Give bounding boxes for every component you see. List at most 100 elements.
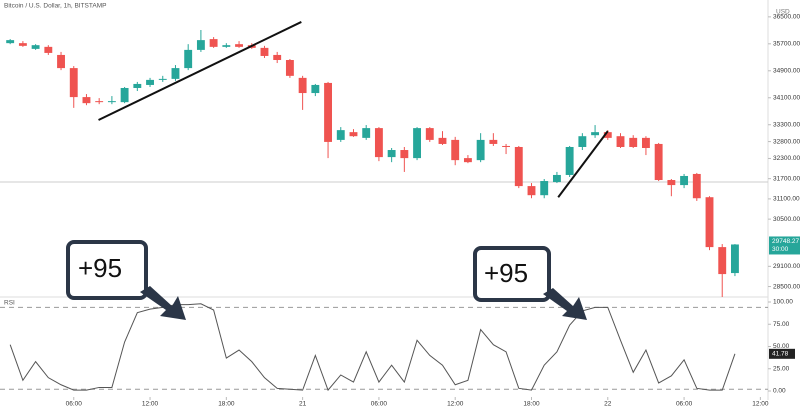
candle-body: [578, 136, 587, 147]
y-tick-label: 32300.00: [773, 155, 800, 162]
last-price-label: 29748.27: [772, 238, 799, 245]
candle-body: [502, 145, 511, 147]
candle-body: [463, 158, 472, 163]
candle-body: [146, 79, 154, 85]
header: Bitcoin / U.S. Dollar, 1h, BITSTAMP: [4, 3, 106, 10]
candle-body: [69, 68, 78, 98]
candle-body: [476, 139, 485, 161]
callout-text: +95: [484, 258, 528, 288]
candle-body: [552, 174, 561, 183]
candle-body: [387, 150, 396, 158]
candle-body: [692, 173, 701, 199]
trend-line: [557, 130, 609, 198]
y-tick-label: 34900.00: [773, 68, 800, 75]
candle-body: [336, 130, 345, 140]
candle-body: [362, 128, 371, 138]
rsi-value-box: [769, 348, 795, 359]
y-tick-label: 36500.00: [773, 14, 800, 21]
candle-body: [374, 128, 383, 158]
candle-body: [641, 137, 650, 148]
candle-body: [489, 139, 498, 144]
x-tick-label: 18:00: [523, 401, 540, 408]
y-tick-label: 35700.00: [773, 41, 800, 48]
candle-body: [57, 54, 65, 69]
candle-body: [425, 128, 434, 140]
candle-body: [298, 77, 307, 94]
candle-body: [680, 175, 689, 186]
candle-body: [285, 60, 294, 76]
candle-body: [107, 101, 116, 103]
callout-arrow: [140, 286, 186, 320]
last-price-box: [769, 236, 800, 255]
candle-body: [184, 49, 193, 69]
candle-body: [540, 181, 549, 196]
annotations: +95 +95: [66, 240, 587, 320]
y-tick-label: 32800.00: [773, 138, 800, 145]
x-tick-label: 12:00: [752, 401, 769, 408]
candle-body: [260, 47, 269, 56]
x-tick-label: 06:00: [66, 401, 83, 408]
candle-body: [705, 197, 714, 248]
callout-box: [66, 240, 148, 300]
x-tick-label: 06:00: [371, 401, 388, 408]
callout-box: [473, 246, 551, 302]
candle-body: [514, 146, 523, 187]
rsi-title: RSI: [4, 300, 15, 307]
candle-body: [667, 180, 676, 186]
candle-body: [730, 244, 739, 274]
x-tick-label: 12:00: [447, 401, 464, 408]
candle-body: [158, 78, 167, 80]
candle-body: [311, 84, 320, 94]
candle-body: [82, 97, 91, 104]
candle-body: [18, 43, 27, 46]
candle-body: [438, 137, 447, 144]
trend-line: [98, 21, 302, 121]
candle-body: [349, 132, 358, 137]
x-tick-label: 22: [604, 401, 612, 408]
x-tick-label: 21: [299, 401, 307, 408]
y-tick-label: 31700.00: [773, 175, 800, 182]
x-tick-label: 06:00: [676, 401, 693, 408]
rsi-tick-label: 100.00: [773, 299, 793, 306]
rsi-value-label: 41.78: [772, 351, 789, 358]
x-tick-label: 12:00: [142, 401, 159, 408]
candle-body: [400, 150, 409, 159]
candle-body: [222, 45, 231, 47]
rsi-line: [9, 303, 736, 392]
candle-body: [209, 39, 218, 47]
candle-body: [324, 82, 332, 142]
candle-body: [31, 45, 40, 49]
rsi-tick-label: 0.00: [773, 388, 786, 395]
candle-body: [413, 128, 422, 159]
rsi-tick-label: 50.00: [773, 343, 790, 350]
candle-body: [95, 101, 104, 103]
candle-body: [616, 136, 625, 147]
candle-body: [133, 83, 142, 88]
candle-body: [44, 46, 53, 53]
y-tick-label: 33300.00: [773, 121, 800, 128]
callout-text: +95: [78, 253, 122, 283]
rsi-tick-label: 75.00: [773, 321, 790, 328]
candle-body: [527, 186, 536, 196]
candle-body: [196, 40, 205, 50]
candle-body: [120, 87, 129, 103]
candle-body: [718, 247, 727, 275]
y-tick-label: 31100.00: [773, 196, 800, 203]
candle-body: [629, 137, 638, 147]
rsi-tick-label: 25.00: [773, 365, 790, 372]
currency: USD: [776, 9, 790, 16]
countdown-label: 30:00: [772, 246, 789, 253]
y-tick-label: 34100.00: [773, 94, 800, 101]
x-tick-label: 18:00: [218, 401, 235, 408]
candle-body: [591, 132, 600, 136]
candle-body: [273, 54, 282, 61]
candle-body: [235, 44, 243, 47]
callout-arrow: [543, 288, 587, 320]
candle-body: [565, 146, 574, 175]
y-tick-label: 29100.00: [773, 263, 800, 270]
candle-body: [6, 40, 15, 44]
candle-body: [451, 139, 460, 161]
candle-body: [603, 132, 612, 138]
y-tick-label: 28500.00: [773, 283, 800, 290]
